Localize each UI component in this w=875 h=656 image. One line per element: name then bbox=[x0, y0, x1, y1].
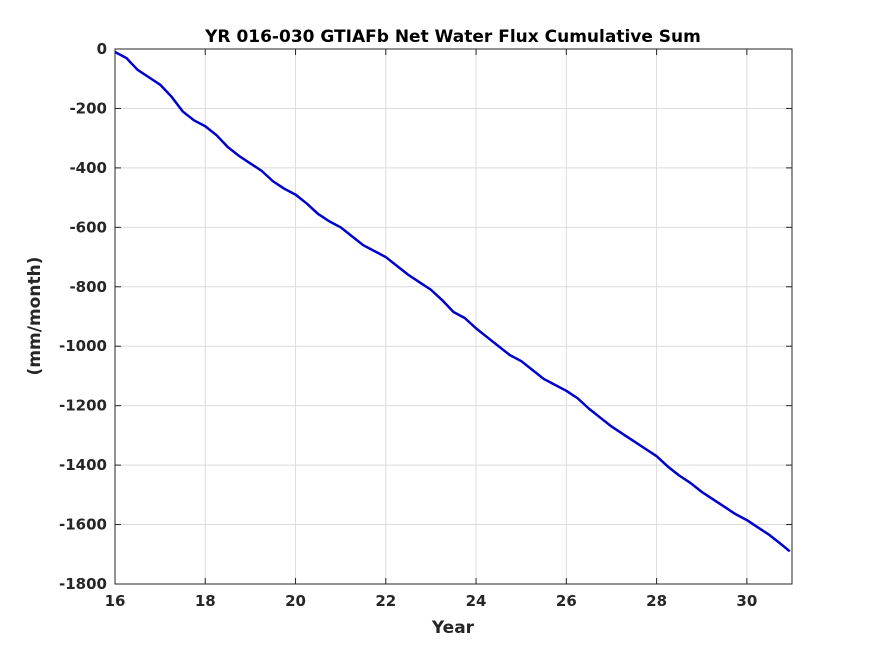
chart-title: YR 016-030 GTIAFb Net Water Flux Cumulat… bbox=[204, 27, 701, 47]
x-tick-label: 30 bbox=[736, 592, 757, 610]
series-line bbox=[114, 50, 791, 553]
x-tick-label: 18 bbox=[195, 592, 216, 610]
y-tick-labels: 0 -200 -400 -600 -800 -1000 -1200 -1400 -1600 -18… bbox=[59, 40, 107, 593]
x-tick-label: 16 bbox=[105, 592, 126, 610]
y-tick-label: -1400 bbox=[59, 456, 107, 474]
y-tick-label: 0 bbox=[97, 40, 107, 58]
x-tick-labels: 16 18 20 22 24 26 28 30 bbox=[105, 592, 758, 610]
x-tick-label: 22 bbox=[375, 592, 396, 610]
y-tick-label: -1600 bbox=[59, 516, 107, 534]
y-tick-label: -200 bbox=[69, 99, 107, 117]
ticks bbox=[114, 48, 792, 585]
y-axis-label: (mm/month) bbox=[25, 257, 45, 376]
y-tick-label: -1200 bbox=[59, 397, 107, 415]
x-tick-label: 24 bbox=[466, 592, 487, 610]
plot-area bbox=[115, 49, 792, 584]
x-tick-label: 26 bbox=[556, 592, 577, 610]
x-tick-label: 28 bbox=[646, 592, 667, 610]
x-axis-label: Year bbox=[431, 618, 475, 638]
y-tick-label: -800 bbox=[69, 278, 107, 296]
y-tick-label: -400 bbox=[69, 159, 107, 177]
y-tick-label: -1000 bbox=[59, 337, 107, 355]
y-tick-label: -1800 bbox=[59, 575, 107, 593]
plot-frame bbox=[114, 48, 793, 585]
x-tick-label: 20 bbox=[285, 592, 306, 610]
y-tick-label: -600 bbox=[69, 218, 107, 236]
